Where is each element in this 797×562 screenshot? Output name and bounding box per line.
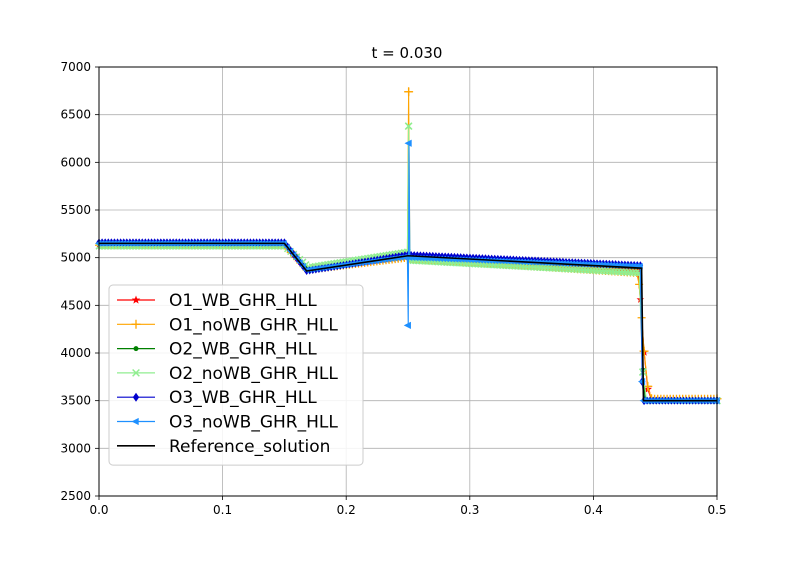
x-tick-label: 0.4 xyxy=(584,503,603,517)
plot-frame xyxy=(98,66,718,497)
data-point xyxy=(314,265,322,272)
data-point xyxy=(599,264,608,272)
series-layer xyxy=(95,87,722,406)
data-point xyxy=(603,264,611,272)
data-point xyxy=(404,122,413,131)
legend-label: O2_WB_GHR_HLL xyxy=(169,340,317,360)
data-point xyxy=(470,256,477,264)
legend-marker xyxy=(133,346,139,352)
data-point xyxy=(615,264,624,273)
y-tick-label: 6000 xyxy=(60,155,91,169)
y-tick-label: 4500 xyxy=(60,298,91,312)
legend-box xyxy=(108,284,364,466)
legend-label: O2_noWB_GHR_HLL xyxy=(169,364,338,384)
data-point xyxy=(403,321,411,329)
legend-marker xyxy=(132,392,140,402)
data-point xyxy=(621,265,630,273)
data-point xyxy=(467,256,474,264)
data-point xyxy=(624,265,633,273)
data-point xyxy=(634,266,642,274)
data-point xyxy=(311,265,319,273)
legend-marker xyxy=(131,319,141,329)
legend-label: Reference_solution xyxy=(169,437,330,457)
y-tick-label: 3500 xyxy=(60,394,91,408)
legend-item: O3_WB_GHR_HLL xyxy=(117,388,317,408)
legend-item: O1_WB_GHR_HLL xyxy=(117,291,317,311)
y-tick-label: 7000 xyxy=(60,60,91,74)
legend: O1_WB_GHR_HLL O1_noWB_GHR_HLL O2_WB_GHR_HL… xyxy=(108,284,364,466)
data-point xyxy=(606,264,614,272)
chart-title: t = 0.030 xyxy=(372,44,443,62)
legend-marker xyxy=(132,368,140,377)
data-point xyxy=(612,264,620,273)
data-point xyxy=(618,265,627,273)
legend-marker xyxy=(131,295,141,304)
data-point xyxy=(404,139,412,147)
data-point xyxy=(609,264,617,272)
legend-label: O3_WB_GHR_HLL xyxy=(169,388,317,408)
axis-ticks: 0.0 0.1 0.2 0.3 0.4 0.5 2500 3000 3500 4000 4500 50… xyxy=(60,60,726,517)
series-line xyxy=(99,242,717,402)
legend-item: O1_noWB_GHR_HLL xyxy=(117,315,338,335)
data-point xyxy=(630,265,639,274)
legend-item: O2_noWB_GHR_HLL xyxy=(117,364,338,384)
data-point xyxy=(581,262,589,271)
data-point xyxy=(590,263,599,271)
data-point xyxy=(584,263,592,271)
legend-item: O3_noWB_GHR_HLL xyxy=(117,413,338,433)
data-point xyxy=(627,265,636,273)
y-tick-label: 4000 xyxy=(60,346,91,360)
x-tick-label: 0.2 xyxy=(337,503,356,517)
legend-marker xyxy=(131,417,139,426)
data-point xyxy=(593,263,602,271)
y-tick-label: 5000 xyxy=(60,251,91,265)
y-tick-label: 5500 xyxy=(60,203,91,217)
legend-label: O1_WB_GHR_HLL xyxy=(169,291,317,311)
data-point xyxy=(404,87,414,97)
series-Reference_solution xyxy=(99,242,717,402)
x-tick-label: 0.0 xyxy=(89,503,108,517)
data-point xyxy=(596,263,605,272)
legend-item: Reference_solution xyxy=(117,437,330,457)
y-tick-label: 2500 xyxy=(60,489,91,503)
legend-label: O3_noWB_GHR_HLL xyxy=(169,413,338,433)
data-point xyxy=(639,346,649,356)
x-tick-label: 0.5 xyxy=(707,503,726,517)
data-point xyxy=(305,266,313,273)
x-tick-label: 0.3 xyxy=(460,503,479,517)
data-point xyxy=(587,263,596,271)
y-tick-label: 6500 xyxy=(60,108,91,122)
y-tick-label: 3000 xyxy=(60,441,91,455)
data-point xyxy=(308,266,316,273)
legend-item: O2_WB_GHR_HLL xyxy=(117,340,317,360)
legend-label: O1_noWB_GHR_HLL xyxy=(169,315,338,335)
x-tick-label: 0.1 xyxy=(213,503,232,517)
